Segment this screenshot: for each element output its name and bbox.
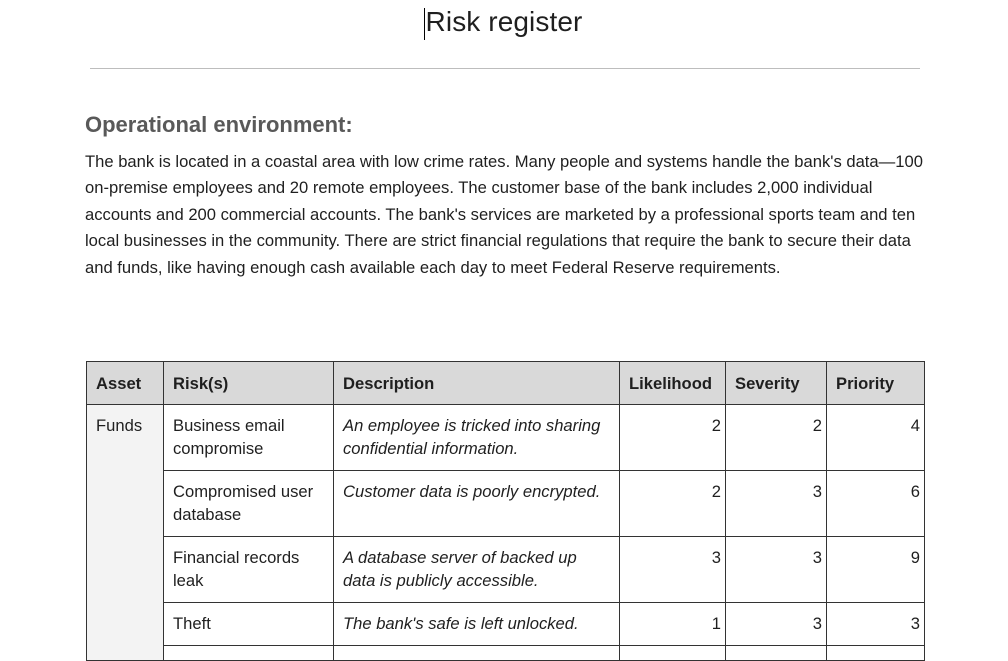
risk-cell[interactable]: Financial records leak (163, 536, 334, 603)
asset-cell-funds[interactable]: Funds (86, 404, 164, 661)
header-likelihood[interactable]: Likelihood (619, 361, 726, 405)
risk-cell[interactable]: Theft (163, 602, 334, 646)
priority-cell[interactable]: 4 (826, 404, 925, 471)
description-cell[interactable]: An employee is tricked into sharing conf… (333, 404, 620, 471)
priority-cell[interactable]: 3 (826, 602, 925, 646)
risk-cell[interactable]: Business email compromise (163, 404, 334, 471)
likelihood-cell[interactable]: 2 (619, 470, 726, 537)
description-cell-empty[interactable] (333, 645, 620, 661)
header-asset[interactable]: Asset (86, 361, 164, 405)
severity-cell[interactable]: 3 (725, 470, 827, 537)
table-row: Funds Business email compromise An emplo… (86, 404, 925, 661)
severity-cell-empty[interactable] (725, 645, 827, 661)
likelihood-cell-empty[interactable] (619, 645, 726, 661)
table-row: Compromised user database Customer data … (87, 470, 925, 537)
table-row: Theft The bank's safe is left unlocked. … (87, 602, 925, 646)
table-row-partial (87, 645, 925, 661)
priority-cell[interactable]: 6 (826, 470, 925, 537)
priority-cell-empty[interactable] (826, 645, 925, 661)
document-title-block[interactable]: Risk register (0, 6, 1008, 40)
header-severity[interactable]: Severity (725, 361, 827, 405)
risk-register-table: Asset Risk(s) Description Likelihood Sev… (86, 361, 925, 661)
risk-cell[interactable]: Compromised user database (163, 470, 334, 537)
description-cell[interactable]: Customer data is poorly encrypted. (333, 470, 620, 537)
likelihood-cell[interactable]: 3 (619, 536, 726, 603)
table-header-row: Asset Risk(s) Description Likelihood Sev… (86, 361, 925, 405)
operational-environment-paragraph[interactable]: The bank is located in a coastal area wi… (85, 152, 923, 277)
document-title[interactable]: Risk register (425, 6, 583, 37)
header-risks[interactable]: Risk(s) (163, 361, 334, 405)
likelihood-cell[interactable]: 2 (619, 404, 726, 471)
table-row: Financial records leak A database server… (87, 536, 925, 603)
header-priority[interactable]: Priority (826, 361, 925, 405)
section-heading[interactable]: Operational environment: (85, 112, 353, 137)
priority-cell[interactable]: 9 (826, 536, 925, 603)
risk-cell-empty[interactable] (163, 645, 334, 661)
likelihood-cell[interactable]: 1 (619, 602, 726, 646)
text-cursor (423, 8, 425, 40)
description-cell[interactable]: The bank's safe is left unlocked. (333, 602, 620, 646)
severity-cell[interactable]: 2 (725, 404, 827, 471)
severity-cell[interactable]: 3 (725, 602, 827, 646)
severity-cell[interactable]: 3 (725, 536, 827, 603)
title-divider (90, 68, 920, 69)
description-cell[interactable]: A database server of backed up data is p… (333, 536, 620, 603)
header-description[interactable]: Description (333, 361, 620, 405)
